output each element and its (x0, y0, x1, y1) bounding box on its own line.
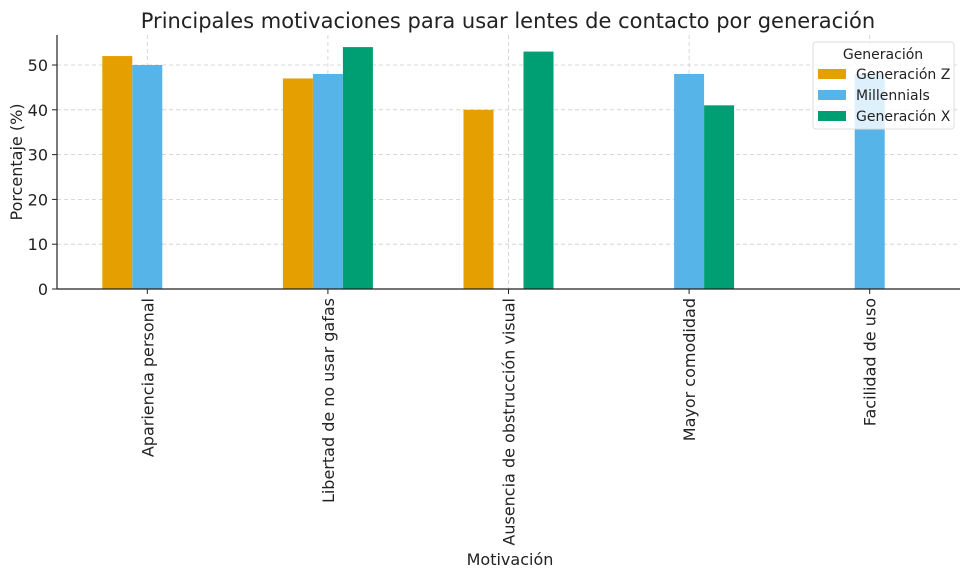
y-tick-label: 40 (28, 101, 48, 120)
x-tick-label: Libertad de no usar gafas (319, 298, 338, 503)
x-tick-label: Ausencia de obstrucción visual (500, 298, 519, 546)
bar-millennials (674, 73, 705, 289)
bar-generación-z (463, 109, 494, 290)
y-tick-label: 50 (28, 56, 48, 75)
legend-swatch (818, 90, 846, 100)
legend-title: Generación (843, 47, 923, 63)
bar-generación-z (102, 56, 133, 289)
bar-generación-x (523, 51, 554, 290)
x-tick-label: Apariencia personal (138, 298, 157, 457)
y-tick-label: 10 (28, 235, 48, 254)
legend-label: Millennials (856, 88, 930, 104)
bar-millennials (312, 73, 343, 289)
legend: Generación Generación Z Millennials Generac… (812, 41, 955, 130)
bar-generación-z (282, 78, 313, 289)
bar-generación-x (342, 47, 373, 289)
legend-swatch (818, 69, 846, 79)
y-tick-label: 30 (28, 146, 48, 165)
chart-title: Principales motivaciones para usar lente… (141, 9, 875, 33)
x-tick-label: Mayor comodidad (680, 298, 699, 441)
x-axis-label: Motivación (467, 550, 554, 569)
legend-swatch (818, 111, 846, 121)
legend-label: Generación X (856, 109, 951, 125)
bar-generación-x (704, 105, 735, 289)
y-tick-label: 20 (28, 190, 48, 209)
x-tick-label: Facilidad de uso (861, 298, 880, 426)
legend-box (812, 41, 955, 130)
y-tick-label: 0 (38, 280, 48, 299)
legend-label: Generación Z (856, 67, 950, 83)
bar-millennials (132, 65, 163, 290)
y-axis-label: Porcentaje (%) (7, 103, 26, 220)
